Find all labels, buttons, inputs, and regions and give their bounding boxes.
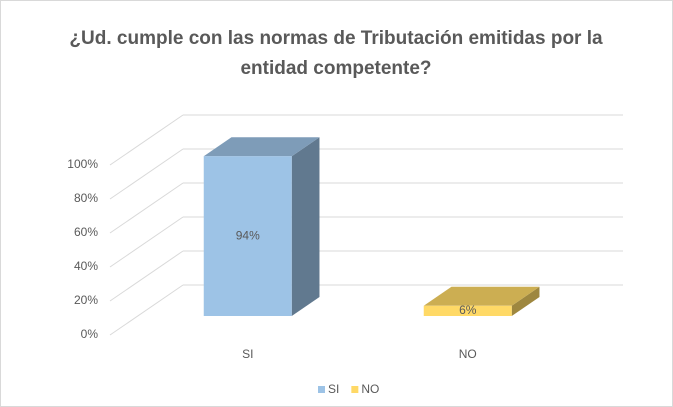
x-tick-label: SI <box>242 347 253 361</box>
grid-line <box>109 250 184 302</box>
y-tick-label: 20% <box>74 293 98 307</box>
legend-label: SI <box>328 382 339 396</box>
chart-title: ¿Ud. cumple con las normas de Tributació… <box>69 28 603 79</box>
bar-top <box>203 137 320 157</box>
bar <box>423 305 512 316</box>
value-label: 94% <box>236 228 260 242</box>
y-tick-label: 40% <box>74 259 98 273</box>
grid-line <box>109 216 184 268</box>
y-tick-label: 80% <box>74 191 98 205</box>
grid-line <box>109 114 184 166</box>
grid-line <box>109 284 184 336</box>
x-tick-label: NO <box>459 347 477 361</box>
legend-swatch <box>351 386 359 393</box>
legend-label: NO <box>361 382 379 396</box>
legend-swatch <box>318 386 325 393</box>
y-tick-label: 0% <box>81 327 99 341</box>
bar-top <box>423 286 540 306</box>
bar-side <box>291 137 320 316</box>
grid-line <box>109 148 184 200</box>
grid-line <box>109 182 184 234</box>
value-label: 6% <box>459 303 477 317</box>
y-tick-label: 60% <box>74 225 98 239</box>
bar-side <box>511 286 540 316</box>
y-tick-label: 100% <box>67 157 98 171</box>
bar <box>203 156 292 316</box>
